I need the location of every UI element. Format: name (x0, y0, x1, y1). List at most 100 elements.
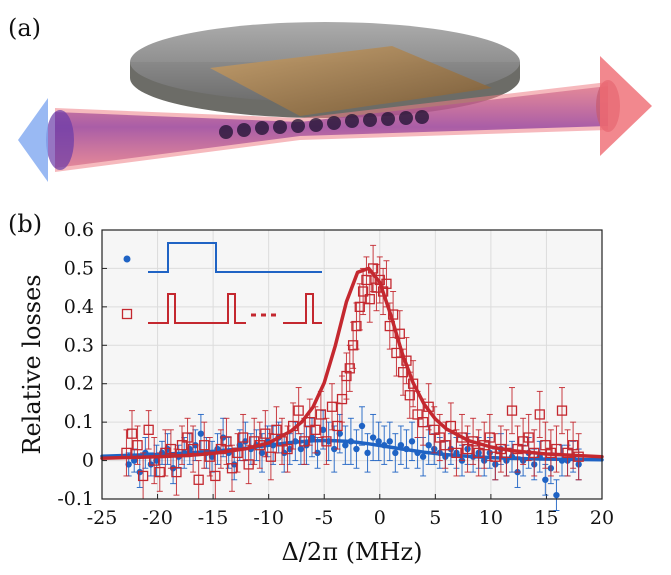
data-point (332, 420, 343, 432)
legend-pulse-train (148, 293, 246, 324)
data-point (237, 432, 249, 443)
data-point (392, 449, 399, 457)
y-axis-label: Relative losses (18, 274, 46, 454)
data-point (354, 301, 365, 313)
legend-pulse-train-end (283, 293, 322, 324)
data-point (136, 468, 143, 476)
data-point (165, 443, 177, 455)
chip (210, 46, 492, 116)
x-tick-label: -5 (315, 507, 334, 529)
data-point (260, 428, 271, 439)
x-tick-label: -15 (198, 507, 229, 529)
data-point (357, 286, 369, 297)
data-point (342, 442, 349, 449)
data-point (369, 434, 377, 441)
data-point (243, 459, 254, 470)
data-point (315, 409, 327, 420)
data-point (192, 442, 199, 449)
data-point (182, 432, 193, 443)
data-point (562, 447, 573, 459)
blue-arrowhead (18, 98, 48, 182)
data-point (540, 440, 551, 451)
data-point (353, 445, 360, 453)
data-point (132, 440, 143, 451)
y-tick-label: 0.5 (64, 257, 94, 279)
beam-end-left (46, 110, 74, 170)
data-point (361, 274, 372, 286)
data-point (210, 470, 221, 482)
chart: -25 -20 -15 -10 -5 0 5 10 15 20 -0.1 0 0.1 0.2 0.3 0.4 0… (18, 219, 614, 566)
data-point (451, 447, 462, 459)
data-point (351, 320, 362, 332)
y-tick-label: 0 (82, 450, 94, 472)
data-point (221, 436, 232, 447)
data-point (310, 424, 321, 435)
data-point (484, 432, 495, 443)
data-point (417, 416, 429, 428)
data-point (542, 476, 549, 483)
data-point (303, 442, 310, 449)
data-point (434, 432, 445, 443)
data-point (534, 409, 545, 420)
x-tick-label: 0 (374, 507, 386, 529)
x-tick-label: 10 (479, 507, 503, 529)
data-point (226, 463, 238, 474)
fit-curve (100, 266, 604, 460)
x-tick-label: -10 (253, 507, 284, 529)
data-point (231, 461, 238, 468)
data-point (517, 436, 529, 447)
data-point (199, 440, 210, 451)
data-point (297, 445, 305, 453)
data-point (126, 428, 138, 439)
data-point (419, 453, 427, 460)
data-point (258, 449, 266, 457)
y-tick-label: 0.3 (64, 334, 94, 356)
x-tick-label: -20 (142, 507, 173, 529)
data-point (236, 442, 243, 449)
atom-cloud (219, 110, 429, 139)
data-point (364, 294, 375, 305)
data-point (341, 370, 352, 382)
axes-frame (101, 229, 603, 500)
y-tick-label: -0.1 (57, 488, 94, 510)
data-point (556, 405, 568, 416)
data-point (473, 447, 484, 459)
data-point (176, 440, 188, 451)
data-point (125, 461, 132, 468)
data-point (147, 461, 155, 468)
x-axis-label: Δ/2π (MHz) (282, 538, 423, 566)
data-point (462, 443, 473, 455)
data-point (358, 422, 366, 430)
x-tick-label: 15 (534, 507, 558, 529)
series-2 (100, 244, 604, 500)
data-point (326, 401, 338, 412)
data-point (364, 449, 371, 457)
data-point (265, 451, 277, 462)
data-point (153, 457, 160, 464)
apparatus-illustration (18, 22, 652, 182)
data-point (193, 474, 204, 485)
data-point (490, 451, 501, 462)
data-point (440, 440, 451, 451)
x-tick-label: 5 (429, 507, 441, 529)
data-point (567, 440, 579, 451)
data-point (336, 430, 343, 437)
y-tick-label: 0.2 (64, 373, 94, 395)
x-tick-label: -25 (87, 507, 118, 529)
data-point (412, 409, 423, 420)
data-point (319, 426, 327, 434)
panel-b-label: (b) (8, 210, 42, 238)
data-point (429, 424, 440, 435)
data-point (344, 363, 355, 374)
data-point (425, 442, 432, 449)
red-arrowhead (600, 56, 652, 156)
data-point (408, 438, 416, 445)
data-point (293, 405, 304, 416)
data-point (304, 416, 315, 428)
legend-marker-dot (123, 255, 131, 263)
data-point (282, 443, 293, 455)
legend-marker-square (121, 308, 133, 320)
data-point (347, 340, 359, 351)
data-point (523, 432, 534, 443)
data-point (299, 436, 310, 447)
